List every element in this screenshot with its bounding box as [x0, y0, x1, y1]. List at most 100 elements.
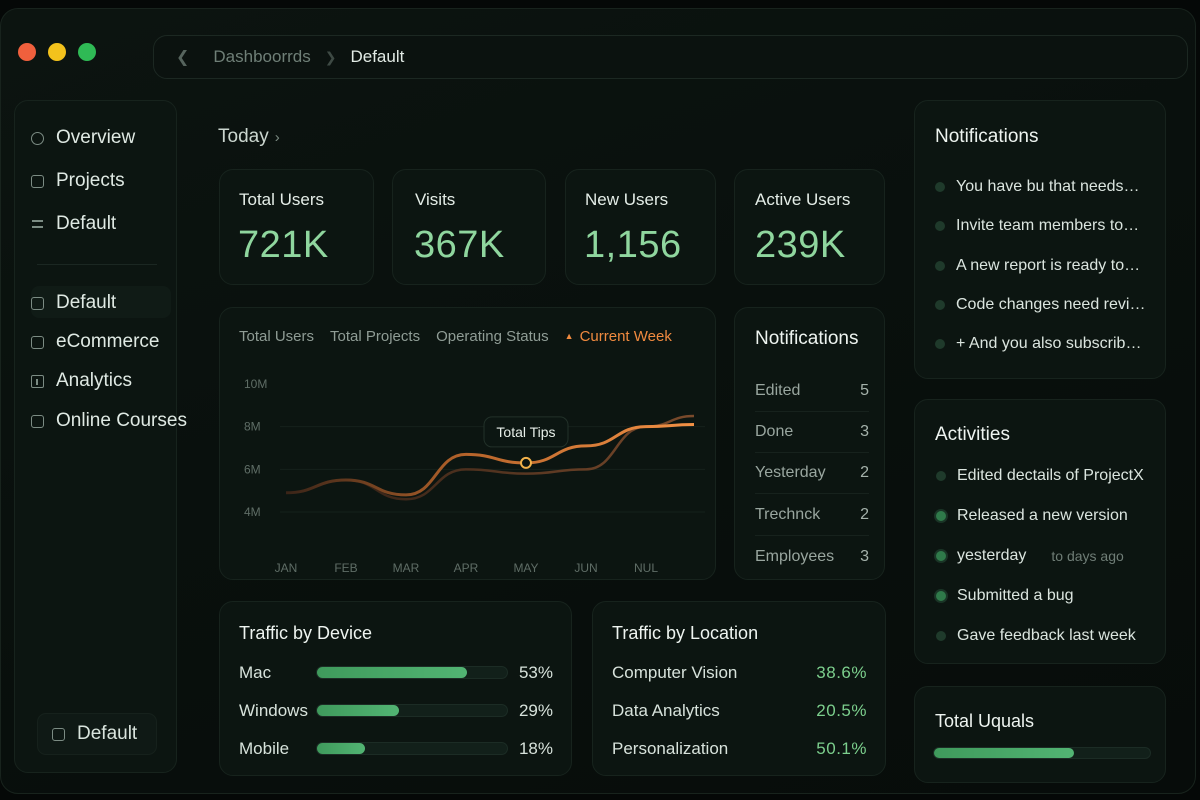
today-header[interactable]: Today › — [218, 126, 280, 148]
device-label: Windows — [239, 701, 308, 720]
sidebar-item-label: Overview — [56, 127, 136, 148]
activities-title: Activities — [935, 424, 1010, 445]
sidebar-divider — [37, 264, 157, 265]
activity-item[interactable]: Gave feedback last week — [936, 627, 1136, 645]
stat-label: New Users — [585, 190, 669, 209]
breadcrumb-current: Default — [350, 47, 405, 66]
list-item-count: 2 — [860, 464, 869, 481]
square-icon — [31, 296, 44, 310]
dot-icon — [935, 221, 945, 231]
activity-item[interactable]: yesterday to days ago — [936, 547, 1124, 565]
dot-icon — [935, 261, 945, 271]
activity-item[interactable]: Released a new version — [936, 507, 1128, 525]
stat-label: Total Users — [239, 190, 325, 209]
device-percent: 29% — [518, 701, 553, 720]
stat-label: Active Users — [755, 190, 851, 209]
stat-card-total-users[interactable]: Total Users 721K — [219, 169, 374, 285]
progress-fill — [317, 667, 468, 678]
dot-icon — [936, 471, 946, 481]
list-item-label: Edited — [755, 382, 801, 399]
sidebar-item-default[interactable]: Default — [31, 213, 116, 235]
bag-icon — [31, 335, 44, 349]
list-item[interactable]: Yesterday 2 — [755, 453, 869, 494]
stat-value: 367K — [414, 224, 505, 266]
x-tick-label: FEB — [334, 561, 357, 575]
sidebar-item-default-dashboard[interactable]: Default — [31, 292, 116, 314]
notification-item[interactable]: + And you also subscrib… — [935, 335, 1141, 353]
location-percent: 50.1% — [816, 739, 867, 758]
sidebar-item-analytics[interactable]: Analytics — [31, 370, 132, 392]
device-progress-bar — [316, 666, 508, 679]
notification-item[interactable]: You have bu that needs… — [935, 178, 1140, 196]
dot-icon — [936, 631, 946, 641]
stat-card-visits[interactable]: Visits 367K — [392, 169, 546, 285]
tab-operating-status[interactable]: Operating Status — [436, 328, 549, 345]
traffic-by-device-card: Traffic by Device Mac 53% Windows 29% Mo… — [219, 601, 572, 776]
list-item-count: 3 — [860, 547, 869, 565]
sidebar-active-highlight — [31, 286, 171, 318]
notification-text: You have bu that needs… — [956, 178, 1140, 195]
list-item-label: Yesterday — [755, 464, 826, 481]
location-label: Computer Vision — [612, 663, 738, 682]
card-title: Total Uquals — [935, 711, 1035, 731]
list-item[interactable]: Employees 3 — [755, 536, 869, 577]
dot-icon — [936, 591, 946, 601]
sidebar-item-ecommerce[interactable]: eCommerce — [31, 331, 159, 353]
circle-icon — [31, 131, 44, 145]
y-tick-label: 10M — [244, 377, 267, 391]
chart-tabs: Total Users Total Projects Operating Sta… — [239, 328, 672, 345]
sidebar-footer-default[interactable]: Default — [37, 713, 157, 755]
list-item[interactable]: Edited 5 — [755, 371, 869, 412]
list-item-count: 3 — [860, 423, 869, 440]
notifications-title: Notifications — [935, 126, 1039, 147]
location-label: Personalization — [612, 739, 729, 758]
folder-icon — [31, 174, 44, 188]
activity-item[interactable]: Submitted a bug — [936, 587, 1074, 605]
stat-card-active-users[interactable]: Active Users 239K — [734, 169, 885, 285]
app-window: ❮ Dashboorrds ❯ Default Overview Project… — [0, 8, 1196, 794]
y-tick-label: 8M — [244, 420, 261, 434]
breadcrumb-parent[interactable]: Dashboorrds — [213, 47, 311, 66]
minimize-window-button[interactable] — [48, 43, 66, 61]
sidebar-item-label: Analytics — [56, 370, 133, 391]
x-tick-label: JUN — [574, 561, 597, 575]
activity-item[interactable]: Edited dectails of ProjectX — [936, 467, 1144, 485]
back-chevron-icon[interactable]: ❮ — [176, 49, 190, 66]
location-label: Data Analytics — [612, 701, 720, 720]
device-progress-bar — [316, 742, 508, 755]
tab-current-week[interactable]: Current Week — [565, 328, 672, 345]
notifications-panel: Notifications You have bu that needs… In… — [914, 100, 1166, 379]
traffic-by-location-card: Traffic by Location Computer Vision 38.6… — [592, 601, 886, 776]
maximize-window-button[interactable] — [78, 43, 96, 61]
stat-card-new-users[interactable]: New Users 1,156 — [565, 169, 716, 285]
sidebar-item-projects[interactable]: Projects — [31, 170, 125, 192]
stat-value: 1,156 — [584, 224, 682, 266]
progress-fill — [317, 743, 365, 754]
breadcrumb: ❮ Dashboorrds ❯ Default — [153, 35, 1188, 79]
notification-item[interactable]: Invite team members to… — [935, 217, 1139, 235]
x-tick-label: NUL — [634, 561, 658, 575]
activity-text: Released a new version — [957, 507, 1128, 524]
tab-total-projects[interactable]: Total Projects — [330, 328, 421, 345]
highlight-point — [520, 456, 532, 469]
uquals-progress-bar — [933, 747, 1151, 759]
tooltip-text: Total Tips — [496, 424, 555, 440]
notification-item[interactable]: A new report is ready to… — [935, 257, 1140, 275]
list-item[interactable]: Done 3 — [755, 412, 869, 453]
activity-time: to days ago — [1051, 548, 1124, 564]
book-icon — [31, 414, 44, 428]
line-chart: 10M 8M 6M 4M JAN FEB MAR APR MAY JUN NUL Total Tips — [244, 377, 705, 575]
notification-item[interactable]: Code changes need revi… — [935, 296, 1145, 314]
tab-total-users[interactable]: Total Users — [239, 328, 315, 345]
dot-icon — [936, 551, 946, 561]
sidebar-item-overview[interactable]: Overview — [31, 127, 135, 149]
sidebar-item-label: Default — [56, 292, 117, 313]
list-item[interactable]: Trechnck 2 — [755, 495, 869, 536]
series-line-primary — [285, 423, 695, 497]
sidebar-item-online-courses[interactable]: Online Courses — [31, 410, 187, 432]
tooltip-box — [483, 416, 569, 448]
notification-counts-card: Notifications Edited 5 Done 3 Yesterday … — [734, 307, 885, 580]
x-tick-label: MAR — [393, 561, 420, 575]
close-window-button[interactable] — [18, 43, 36, 61]
sidebar-item-label: Projects — [56, 170, 125, 191]
